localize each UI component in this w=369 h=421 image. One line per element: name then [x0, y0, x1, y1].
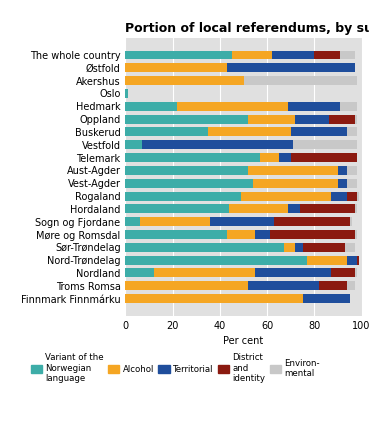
- Bar: [248, 281, 319, 290]
- Bar: [300, 204, 355, 213]
- Bar: [154, 269, 255, 277]
- Bar: [125, 230, 227, 239]
- Bar: [125, 294, 303, 303]
- Bar: [125, 63, 227, 72]
- Bar: [125, 217, 139, 226]
- Bar: [125, 166, 248, 175]
- Bar: [208, 128, 291, 136]
- Bar: [307, 256, 348, 265]
- Bar: [293, 140, 357, 149]
- Bar: [348, 128, 357, 136]
- Bar: [125, 243, 284, 252]
- Bar: [289, 102, 340, 111]
- Bar: [125, 153, 260, 162]
- Bar: [255, 230, 269, 239]
- Bar: [319, 281, 348, 290]
- Bar: [328, 115, 355, 124]
- Bar: [248, 115, 296, 124]
- Bar: [348, 179, 357, 188]
- Bar: [125, 179, 253, 188]
- Bar: [232, 51, 272, 59]
- Bar: [350, 217, 352, 226]
- Bar: [355, 269, 357, 277]
- Bar: [125, 140, 142, 149]
- Bar: [260, 153, 279, 162]
- Bar: [355, 230, 357, 239]
- Bar: [289, 204, 300, 213]
- Bar: [279, 153, 291, 162]
- Bar: [331, 192, 348, 200]
- Bar: [348, 166, 357, 175]
- Bar: [125, 256, 307, 265]
- Bar: [248, 166, 338, 175]
- Bar: [303, 294, 350, 303]
- Bar: [125, 115, 248, 124]
- Text: Portion of local referendums, by subject and county: Portion of local referendums, by subject…: [125, 22, 369, 35]
- Bar: [348, 281, 355, 290]
- Bar: [338, 179, 348, 188]
- Bar: [355, 115, 357, 124]
- Bar: [125, 102, 177, 111]
- Bar: [253, 179, 338, 188]
- Bar: [125, 89, 128, 98]
- Bar: [177, 102, 289, 111]
- Bar: [125, 281, 248, 290]
- Bar: [241, 192, 331, 200]
- Bar: [125, 269, 154, 277]
- Bar: [142, 140, 293, 149]
- Bar: [357, 192, 359, 200]
- Bar: [230, 204, 289, 213]
- Bar: [139, 217, 210, 226]
- Bar: [255, 269, 331, 277]
- Bar: [284, 243, 296, 252]
- Bar: [125, 192, 241, 200]
- Bar: [296, 243, 303, 252]
- Bar: [303, 243, 345, 252]
- Bar: [314, 51, 340, 59]
- Bar: [331, 269, 355, 277]
- Bar: [296, 115, 328, 124]
- Bar: [125, 128, 208, 136]
- Bar: [244, 76, 357, 85]
- Bar: [348, 192, 357, 200]
- Bar: [125, 76, 244, 85]
- Legend: Variant of the
Norwegian
language, Alcohol, Territorial, District
and
identity, : Variant of the Norwegian language, Alcoh…: [31, 353, 320, 383]
- Bar: [125, 204, 230, 213]
- Bar: [345, 243, 355, 252]
- Bar: [227, 230, 255, 239]
- Bar: [357, 256, 359, 265]
- Bar: [348, 256, 357, 265]
- Bar: [338, 166, 348, 175]
- Bar: [227, 63, 355, 72]
- Bar: [210, 217, 274, 226]
- Bar: [274, 217, 350, 226]
- Bar: [125, 51, 232, 59]
- Bar: [269, 230, 355, 239]
- Bar: [340, 51, 355, 59]
- X-axis label: Per cent: Per cent: [223, 336, 264, 346]
- Bar: [272, 51, 314, 59]
- Bar: [355, 204, 357, 213]
- Bar: [340, 102, 357, 111]
- Bar: [291, 153, 357, 162]
- Bar: [291, 128, 348, 136]
